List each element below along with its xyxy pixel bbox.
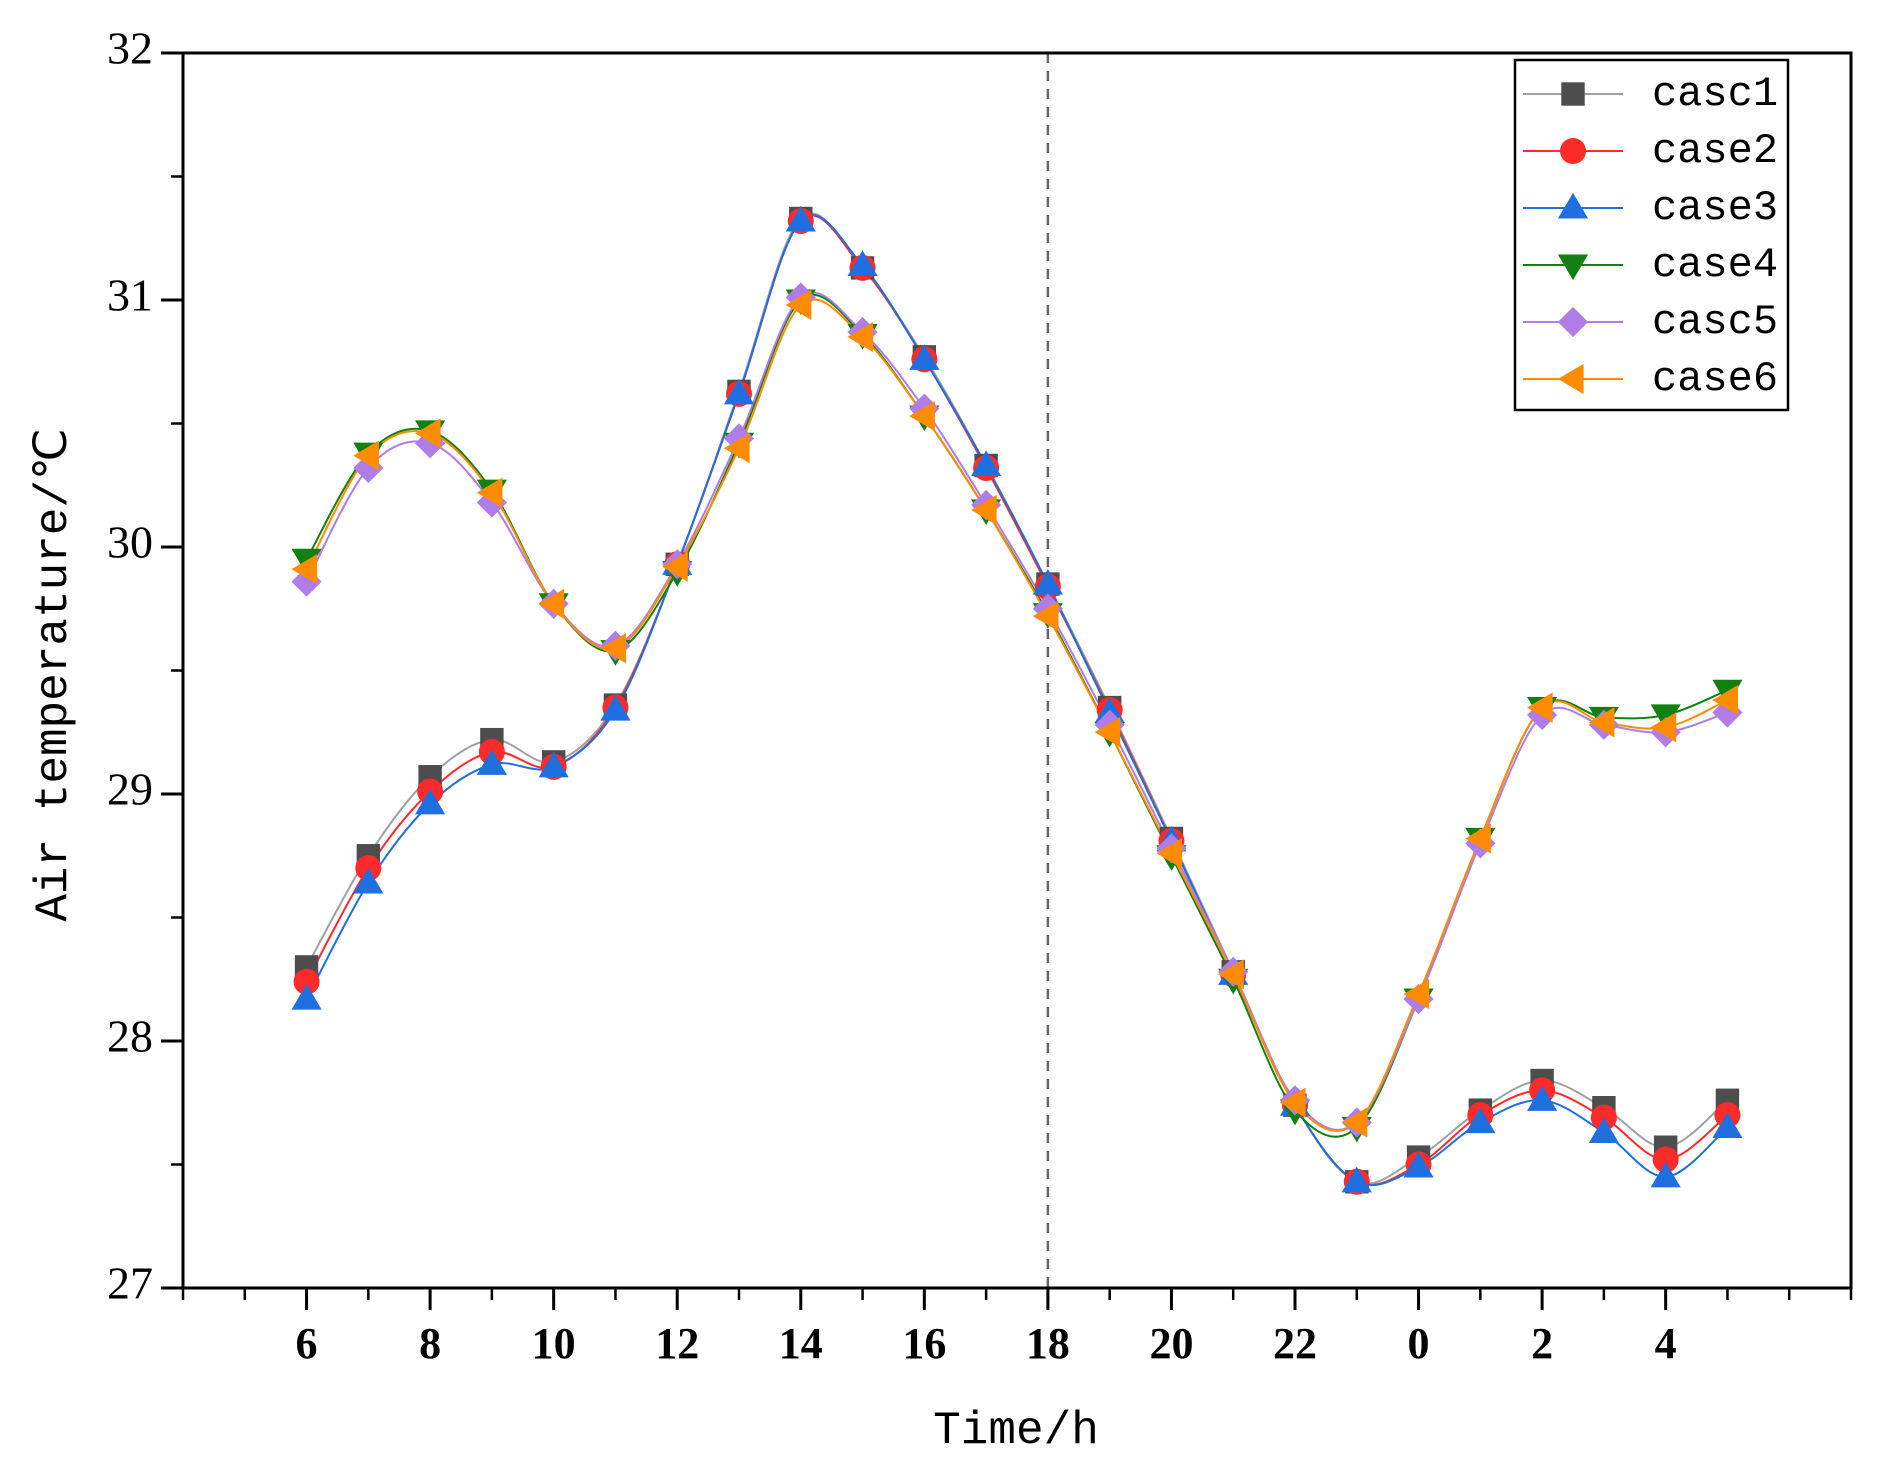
legend-label: case4 (1652, 241, 1778, 289)
marker (1712, 1112, 1743, 1139)
legend-box (1513, 58, 1790, 412)
marker (353, 867, 384, 894)
marker (1712, 685, 1739, 716)
legend-label: case3 (1652, 184, 1778, 232)
marker (1527, 1085, 1558, 1111)
marker (1218, 959, 1244, 990)
marker (1588, 1117, 1619, 1143)
series-line (305, 298, 1728, 1132)
marker (785, 289, 812, 321)
marker (847, 321, 874, 353)
marker (723, 423, 755, 454)
marker (723, 433, 750, 464)
marker (353, 440, 379, 471)
marker (1279, 1087, 1306, 1118)
marker (1561, 82, 1585, 106)
marker (538, 751, 569, 778)
x-tick-label: 6 (296, 1319, 318, 1368)
marker (415, 788, 446, 815)
marker (291, 554, 318, 585)
marker (538, 588, 565, 619)
x-tick-label: 14 (779, 1319, 823, 1368)
marker (415, 418, 441, 449)
x-tick-label: 0 (1408, 1319, 1430, 1368)
marker (662, 551, 688, 582)
marker (1403, 1151, 1434, 1178)
marker (1557, 192, 1589, 219)
legend-label: case6 (1652, 355, 1778, 403)
x-tick-label: 4 (1655, 1319, 1677, 1368)
y-tick-label: 32 (107, 23, 153, 74)
marker (971, 494, 997, 526)
marker (291, 566, 322, 597)
x-tick-label: 10 (532, 1319, 576, 1368)
legend-label: case2 (1652, 127, 1778, 175)
y-axis-label: Air temperature/℃ (28, 428, 80, 921)
marker (1341, 1166, 1372, 1193)
series-line (305, 293, 1728, 1138)
marker (1032, 568, 1063, 595)
marker (293, 968, 320, 995)
marker (1403, 978, 1430, 1010)
y-tick-label: 30 (107, 517, 153, 568)
x-tick-label: 18 (1026, 1319, 1070, 1368)
marker (1652, 1146, 1679, 1173)
marker (1094, 717, 1121, 748)
marker (1527, 692, 1553, 723)
x-tick-label: 22 (1273, 1319, 1317, 1368)
marker (1557, 254, 1589, 281)
marker (600, 633, 627, 664)
marker (971, 450, 1002, 477)
legend-label: casc1 (1652, 70, 1778, 118)
series-line (305, 291, 1728, 1131)
marker (1032, 601, 1059, 632)
marker (1588, 707, 1615, 738)
x-tick-label: 20 (1149, 1319, 1193, 1368)
marker (909, 344, 940, 370)
marker (600, 694, 631, 721)
marker (785, 205, 816, 232)
marker (1341, 1107, 1368, 1138)
marker (1557, 363, 1584, 395)
marker (1557, 306, 1589, 338)
x-tick-label: 12 (655, 1319, 699, 1368)
marker (1650, 712, 1677, 743)
marker (476, 749, 507, 775)
marker (1465, 1107, 1496, 1134)
marker (909, 401, 935, 432)
marker (1650, 1161, 1681, 1188)
y-tick-label: 28 (107, 1011, 153, 1062)
x-axis-label: Time/h (933, 1405, 1099, 1457)
marker (847, 250, 878, 276)
y-tick-label: 27 (107, 1258, 153, 1309)
legend-label: casc5 (1652, 298, 1778, 346)
marker (1465, 823, 1491, 854)
marker (476, 477, 503, 508)
plot-frame (181, 51, 1853, 1290)
y-tick-label: 29 (107, 764, 153, 815)
marker (1560, 138, 1586, 164)
x-tick-label: 2 (1531, 1319, 1553, 1368)
y-tick-label: 31 (107, 270, 153, 321)
marker (1156, 838, 1183, 869)
x-tick-label: 16 (902, 1319, 946, 1368)
marker (723, 378, 755, 405)
marker (291, 983, 322, 1010)
x-tick-label: 8 (419, 1319, 441, 1368)
